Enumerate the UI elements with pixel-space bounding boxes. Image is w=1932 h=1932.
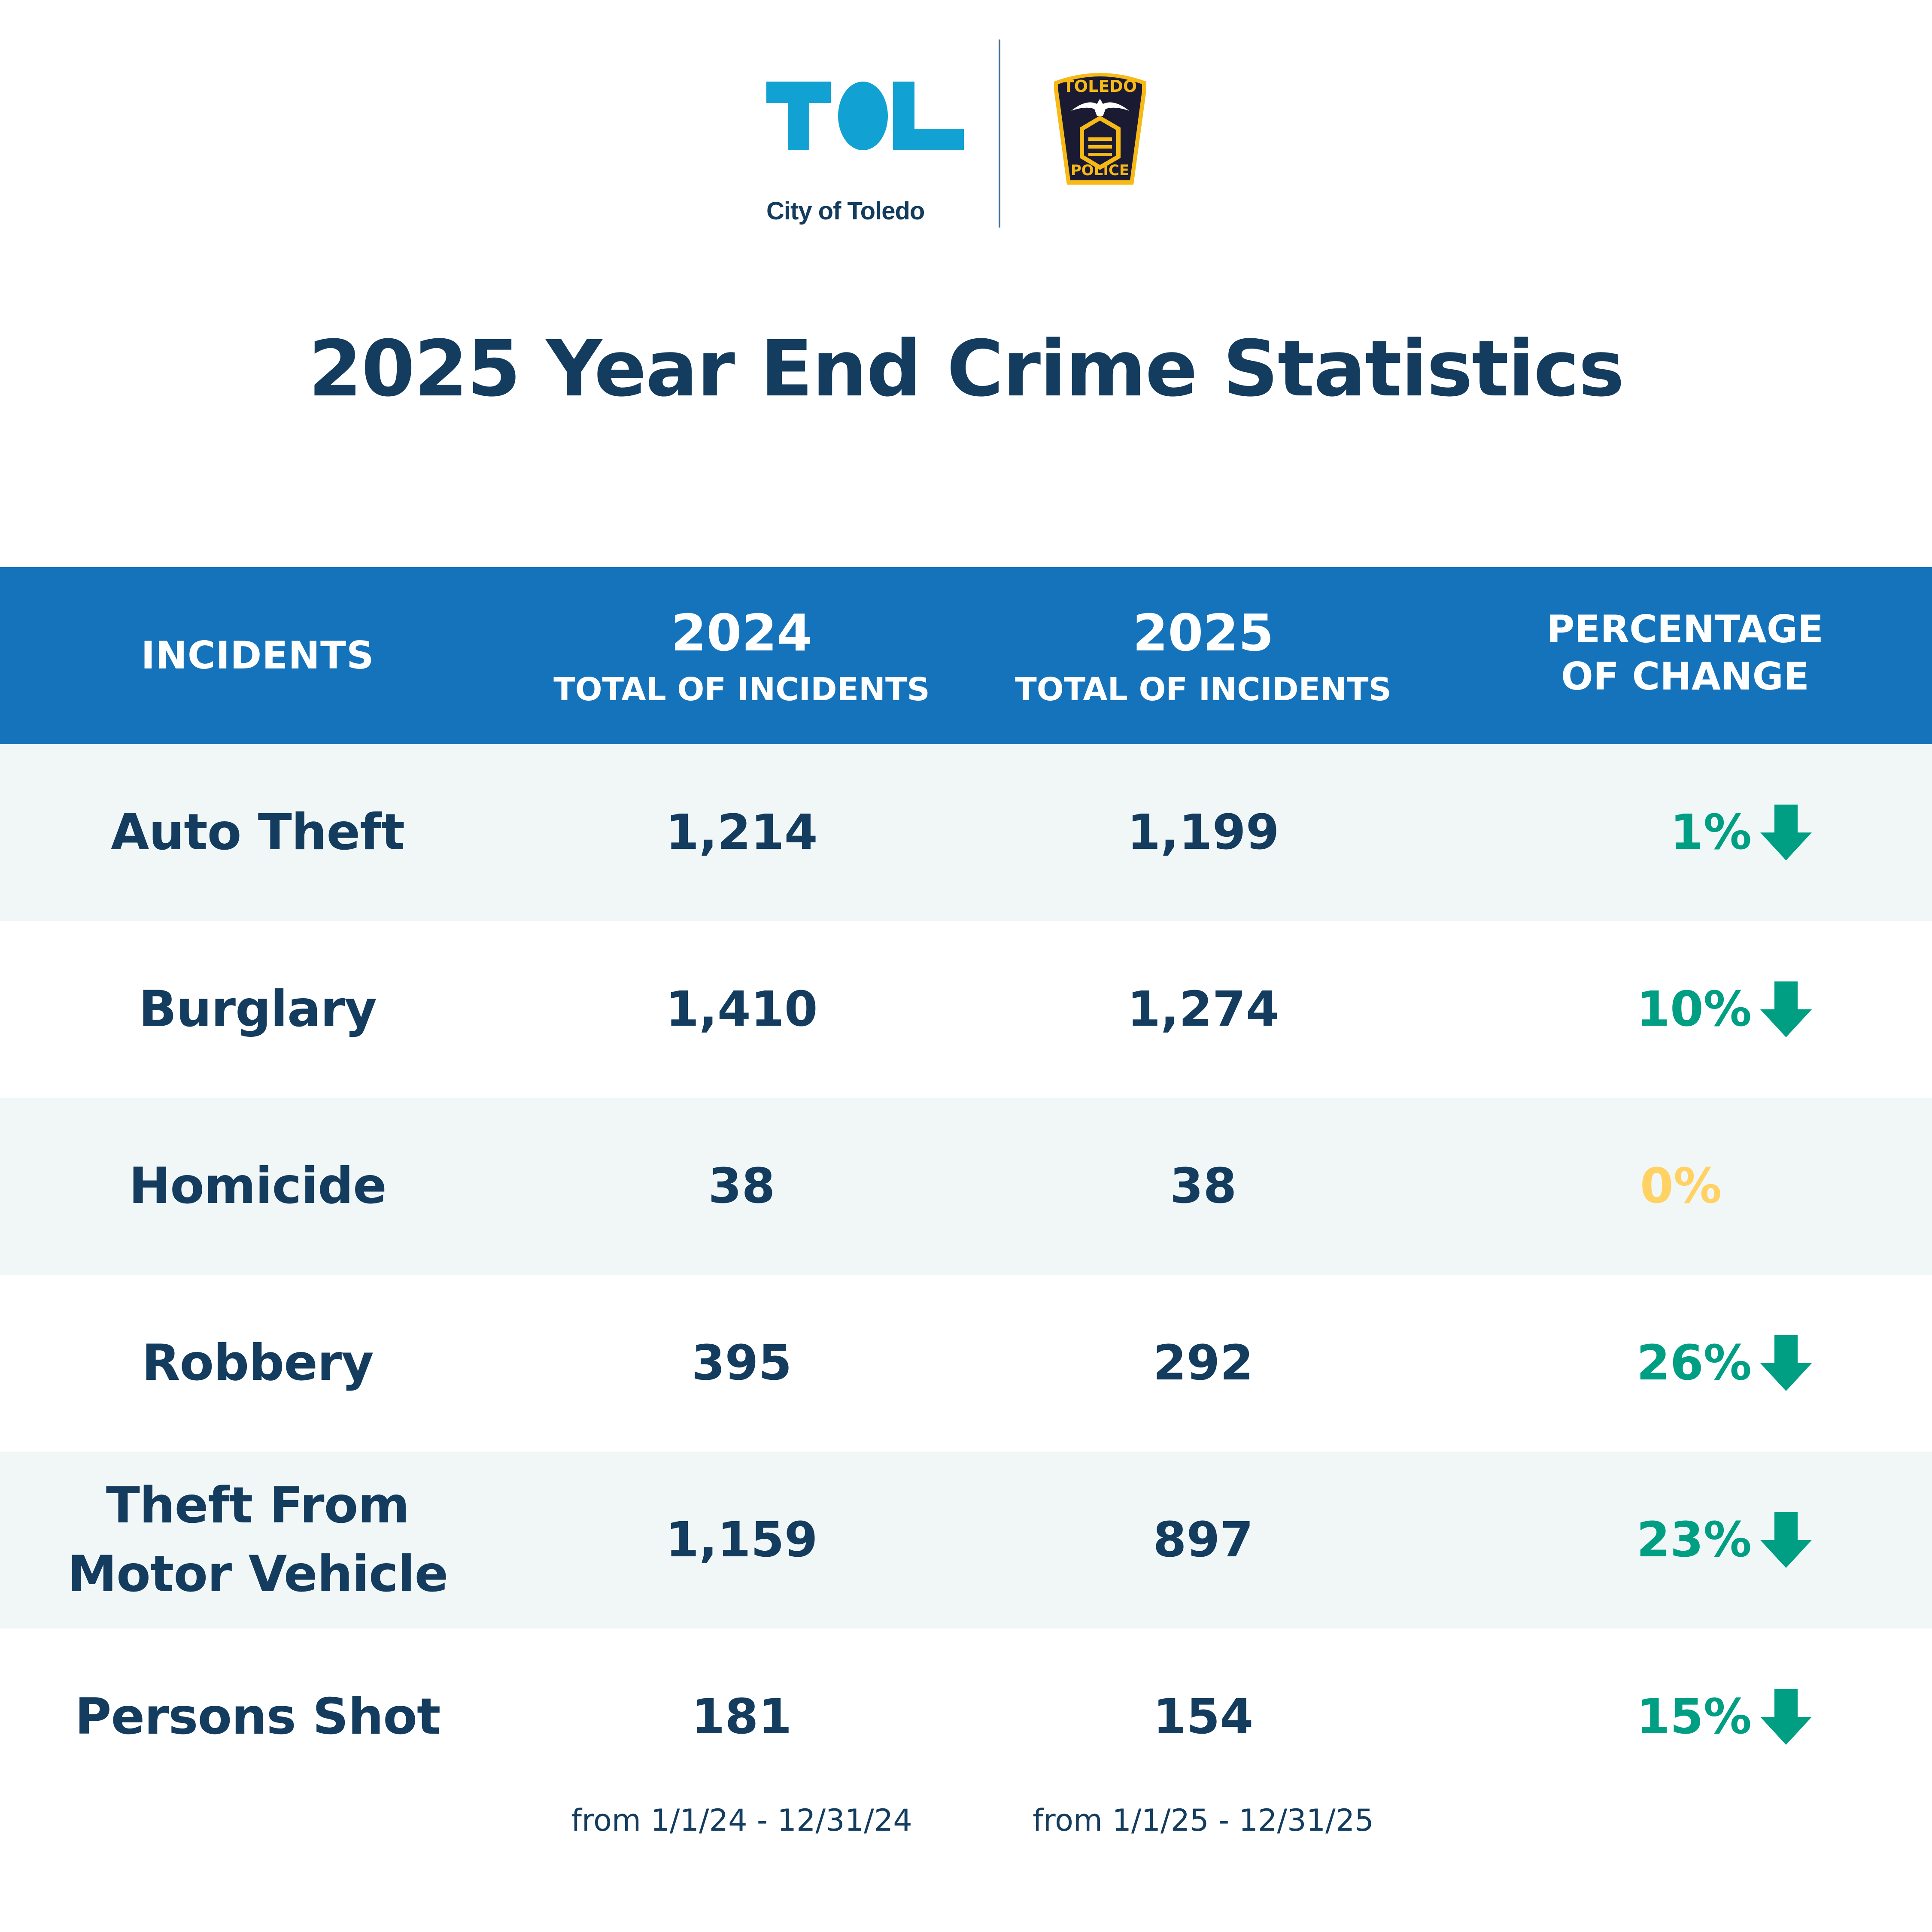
incident-name: Homicide bbox=[129, 1157, 387, 1215]
crime-statistics-table: INCIDENTS 2024 TOTAL OF INCIDENTS 2025 T… bbox=[0, 567, 1932, 1805]
logo-bar: City of Toledo TOLEDO POLICE bbox=[0, 39, 1932, 232]
city-of-toledo-logo: City of Toledo bbox=[766, 82, 964, 225]
incident-name-line1: Theft From bbox=[106, 1476, 410, 1534]
column-header-2025-subtitle: TOTAL OF INCIDENTS bbox=[1015, 671, 1391, 708]
arrow-down-icon bbox=[1752, 744, 1820, 921]
incident-name: Robbery bbox=[142, 1334, 374, 1392]
percent-change: 1% bbox=[1670, 805, 1752, 860]
value-2024: 181 bbox=[691, 1689, 792, 1745]
value-2025: 292 bbox=[1153, 1335, 1254, 1391]
percent-change: 26% bbox=[1636, 1335, 1752, 1391]
value-2025: 1,274 bbox=[1127, 981, 1279, 1037]
badge-top-text: TOLEDO bbox=[1063, 77, 1137, 96]
column-header-2024-subtitle: TOTAL OF INCIDENTS bbox=[553, 671, 930, 708]
column-header-change-line1: PERCENTAGE bbox=[1546, 607, 1824, 651]
value-2025: 1,199 bbox=[1127, 805, 1279, 860]
incident-name-line2: Motor Vehicle bbox=[67, 1545, 449, 1603]
tol-letter-o bbox=[838, 82, 888, 150]
tol-letter-l bbox=[893, 82, 964, 150]
value-2024: 395 bbox=[691, 1335, 792, 1391]
building-icon bbox=[1080, 115, 1121, 170]
tol-letter-t bbox=[766, 82, 831, 150]
value-2025: 38 bbox=[1170, 1158, 1237, 1214]
column-header-2025-year: 2025 bbox=[1133, 603, 1274, 662]
footnote-date-range-2025: from 1/1/25 - 12/31/25 bbox=[1033, 1803, 1374, 1838]
incident-name: Persons Shot bbox=[75, 1688, 441, 1746]
column-header-2024: 2024 TOTAL OF INCIDENTS bbox=[511, 567, 972, 744]
table-header: INCIDENTS 2024 TOTAL OF INCIDENTS 2025 T… bbox=[0, 567, 1932, 744]
footnote-date-range-2024: from 1/1/24 - 12/31/24 bbox=[571, 1803, 912, 1838]
table-row: Theft From Motor Vehicle 1,159 897 23% bbox=[0, 1452, 1932, 1628]
table-row: Homicide 38 38 0% bbox=[0, 1098, 1932, 1275]
logo-divider bbox=[999, 39, 1000, 228]
tol-wordmark bbox=[766, 82, 964, 150]
badge-bottom-text: POLICE bbox=[1071, 162, 1129, 179]
percent-change: 23% bbox=[1636, 1512, 1752, 1568]
column-header-2024-year: 2024 bbox=[671, 603, 812, 662]
column-header-percentage-change: PERCENTAGE OF CHANGE bbox=[1434, 567, 1932, 744]
value-2025: 897 bbox=[1153, 1512, 1254, 1568]
toledo-police-badge: TOLEDO POLICE bbox=[1054, 73, 1146, 185]
column-header-2025: 2025 TOTAL OF INCIDENTS bbox=[972, 567, 1434, 744]
table-row: Robbery 395 292 26% bbox=[0, 1275, 1932, 1452]
column-header-change-line2: OF CHANGE bbox=[1561, 654, 1809, 699]
value-2024: 1,410 bbox=[665, 981, 818, 1037]
arrow-down-icon bbox=[1752, 1275, 1820, 1452]
city-logo-caption: City of Toledo bbox=[766, 197, 925, 225]
table-row: Burglary 1,410 1,274 10% bbox=[0, 921, 1932, 1098]
table-row: Persons Shot 181 154 15% bbox=[0, 1628, 1932, 1805]
percent-change: 0% bbox=[1640, 1158, 1722, 1214]
percent-change: 10% bbox=[1636, 981, 1752, 1037]
incident-name: Theft From Motor Vehicle bbox=[0, 1452, 515, 1628]
page-title: 2025 Year End Crime Statistics bbox=[308, 324, 1625, 414]
incident-name: Burglary bbox=[138, 980, 377, 1038]
arrow-down-icon bbox=[1752, 1628, 1820, 1805]
value-2024: 1,159 bbox=[665, 1512, 818, 1568]
eagle-icon bbox=[1071, 99, 1129, 116]
value-2025: 154 bbox=[1153, 1689, 1254, 1745]
arrow-down-icon bbox=[1752, 921, 1820, 1098]
incident-name: Auto Theft bbox=[110, 803, 405, 861]
column-header-incidents: INCIDENTS bbox=[141, 633, 374, 677]
arrow-down-icon bbox=[1752, 1452, 1820, 1628]
badge-field bbox=[1058, 76, 1142, 180]
value-2024: 38 bbox=[708, 1158, 775, 1214]
percent-change: 15% bbox=[1636, 1689, 1752, 1745]
value-2024: 1,214 bbox=[665, 805, 818, 860]
table-row: Auto Theft 1,214 1,199 1% bbox=[0, 744, 1932, 921]
